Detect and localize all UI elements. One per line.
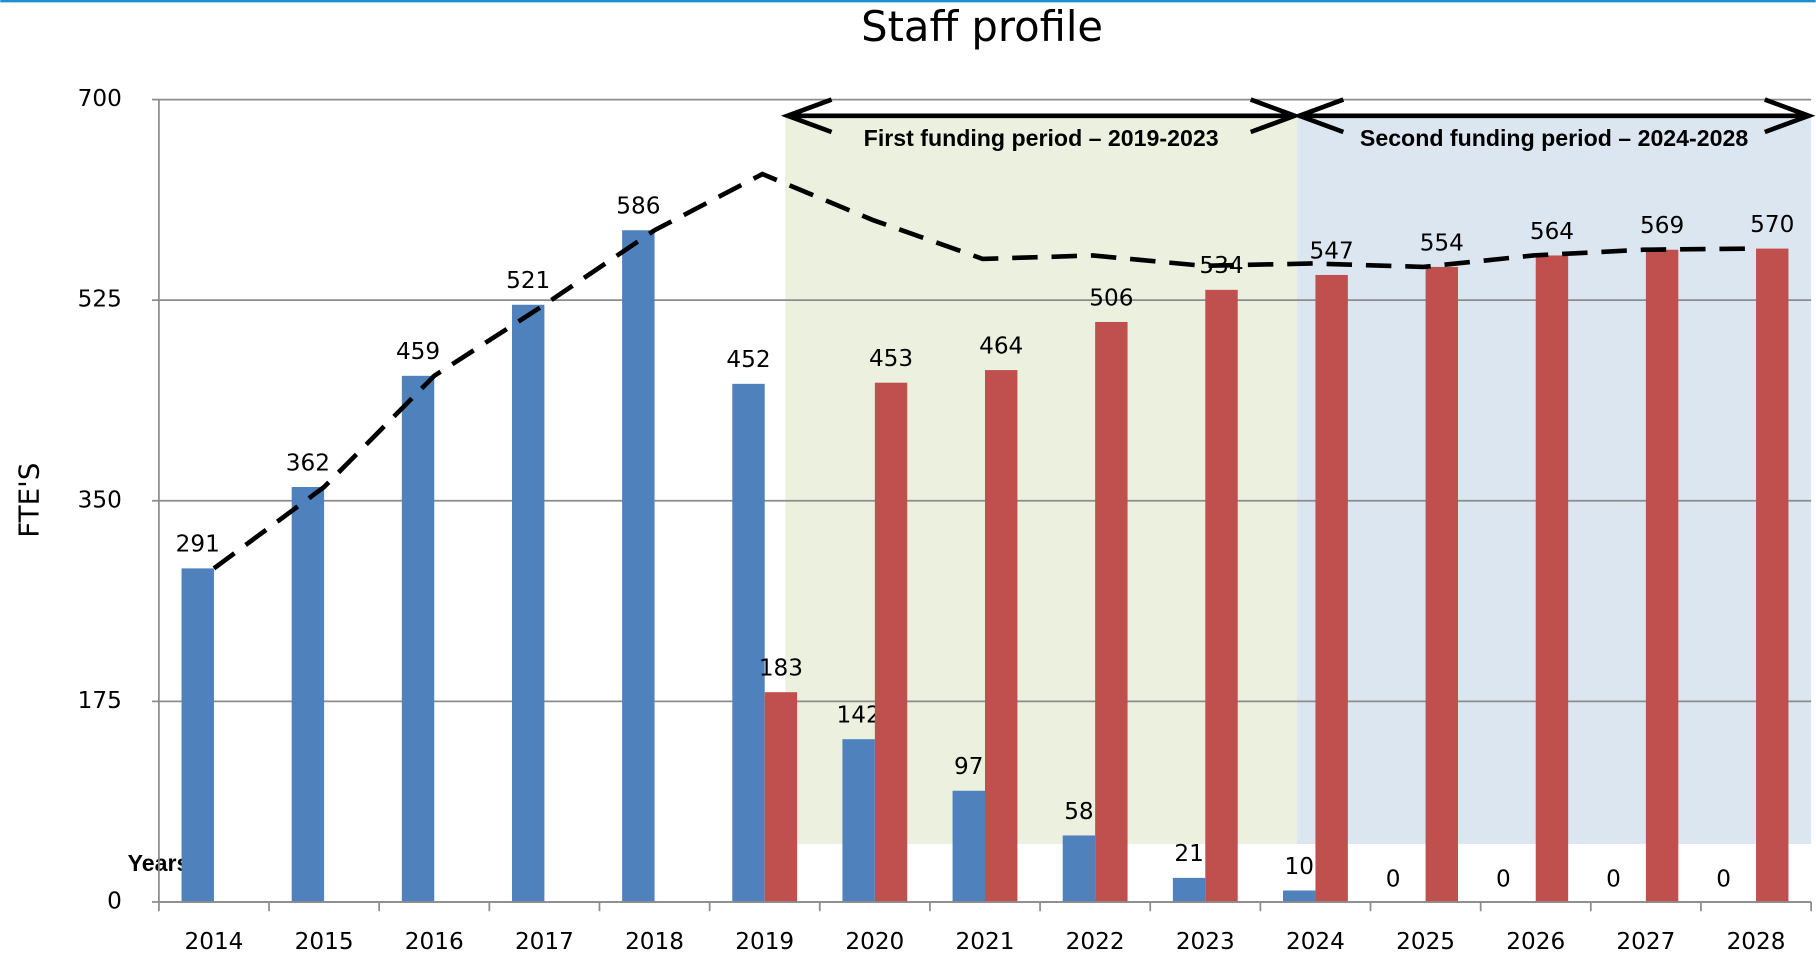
x-tick-label: 2025 (1396, 929, 1455, 955)
arrow-head (780, 97, 833, 135)
x-tick-label: 2016 (405, 929, 464, 955)
bar (952, 790, 985, 902)
data-label: 142 (837, 703, 881, 729)
data-label: 453 (869, 346, 913, 372)
data-label: 506 (1089, 285, 1133, 311)
x-tick-label: 2014 (185, 929, 244, 955)
data-label: 10 (1285, 854, 1314, 880)
data-label: 0 (1606, 866, 1621, 892)
x-tick-label: 2026 (1506, 929, 1565, 955)
bar (732, 383, 765, 902)
data-label: 21 (1174, 841, 1203, 867)
data-label: 58 (1064, 799, 1093, 825)
y-tick-label: 175 (78, 688, 122, 714)
x-tick-label: 2015 (295, 929, 354, 955)
bar (842, 739, 875, 902)
x-tick-label: 2027 (1616, 929, 1675, 955)
data-label: 459 (396, 339, 440, 365)
bar (1756, 248, 1789, 902)
data-label: 0 (1496, 866, 1511, 892)
data-label: 362 (286, 450, 330, 476)
y-tick-label: 0 (107, 888, 122, 914)
data-label: 570 (1750, 212, 1794, 238)
data-label: 547 (1310, 238, 1354, 264)
data-label: 0 (1386, 866, 1401, 892)
y-tick-label: 350 (78, 487, 122, 513)
bar (984, 370, 1018, 902)
arrow-head (1763, 97, 1816, 135)
bar (1205, 289, 1238, 902)
total-line (212, 171, 1754, 571)
data-label: 291 (176, 532, 220, 558)
x-tick-label: 2018 (625, 929, 684, 955)
x-tick-label: 2021 (956, 929, 1015, 955)
bar (181, 568, 214, 902)
arrow-head (1292, 97, 1345, 135)
data-label: 586 (616, 194, 660, 220)
bar (401, 375, 435, 902)
bar (1315, 274, 1348, 902)
bar (874, 382, 908, 902)
data-label: 569 (1640, 213, 1684, 239)
x-tick-label: 2020 (845, 929, 904, 955)
data-label: 554 (1420, 230, 1464, 256)
bar (1645, 249, 1679, 902)
data-label: 183 (759, 656, 803, 682)
bar (1095, 321, 1128, 902)
data-label: 564 (1530, 219, 1574, 245)
y-tick-label: 525 (78, 287, 122, 313)
period-label: Second funding period – 2024-2028 (1360, 125, 1748, 151)
x-tick-label: 2028 (1727, 929, 1786, 955)
x-tick-label: 2019 (735, 929, 794, 955)
y-axis-label: FTE'S (12, 463, 45, 538)
data-label: 97 (954, 754, 983, 780)
bar (291, 487, 325, 902)
bar (1283, 890, 1316, 902)
y-tick-label: 700 (78, 86, 122, 112)
bar (1062, 835, 1096, 902)
bar (1172, 877, 1206, 902)
bar (1535, 255, 1569, 902)
bar (764, 692, 798, 902)
data-label: 464 (979, 333, 1023, 359)
x-tick-label: 2023 (1176, 929, 1235, 955)
x-tick-label: 2024 (1286, 929, 1345, 955)
bar (511, 304, 545, 902)
x-tick-label: 2017 (515, 929, 574, 955)
bar (1425, 266, 1459, 902)
data-label: 452 (726, 347, 770, 373)
bar (622, 230, 655, 902)
period-label: First funding period – 2019-2023 (864, 125, 1219, 151)
x-tick-label: 2022 (1066, 929, 1125, 955)
data-label: 521 (506, 268, 550, 294)
data-label: 0 (1716, 866, 1731, 892)
chart-title: Staff profile (861, 2, 1103, 51)
